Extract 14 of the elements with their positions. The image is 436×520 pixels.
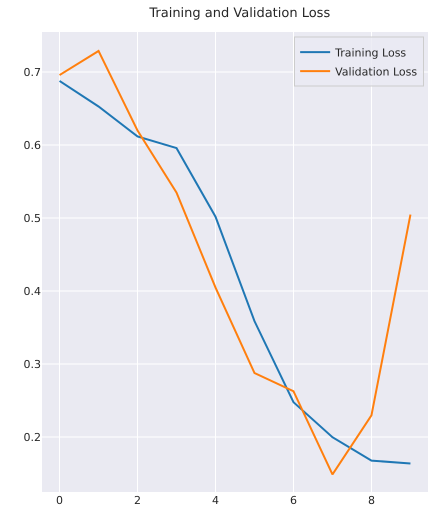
y-tick-label: 0.4 bbox=[24, 285, 41, 298]
y-tick-label: 0.5 bbox=[24, 212, 41, 226]
legend-label: Validation Loss bbox=[335, 65, 418, 78]
x-tick-label: 0 bbox=[56, 494, 64, 507]
y-tick-label: 0.2 bbox=[24, 431, 41, 444]
x-tick-label: 4 bbox=[212, 494, 220, 507]
x-tick-label: 8 bbox=[368, 494, 375, 507]
chart-title: Training and Validation Loss bbox=[148, 6, 330, 21]
y-tick-label: 0.6 bbox=[24, 139, 41, 152]
y-tick-label: 0.3 bbox=[24, 358, 41, 372]
legend-label: Training Loss bbox=[334, 46, 406, 60]
y-tick-label: 0.7 bbox=[24, 66, 41, 80]
x-tick-label: 6 bbox=[290, 494, 297, 507]
x-tick-label: 2 bbox=[134, 494, 142, 507]
